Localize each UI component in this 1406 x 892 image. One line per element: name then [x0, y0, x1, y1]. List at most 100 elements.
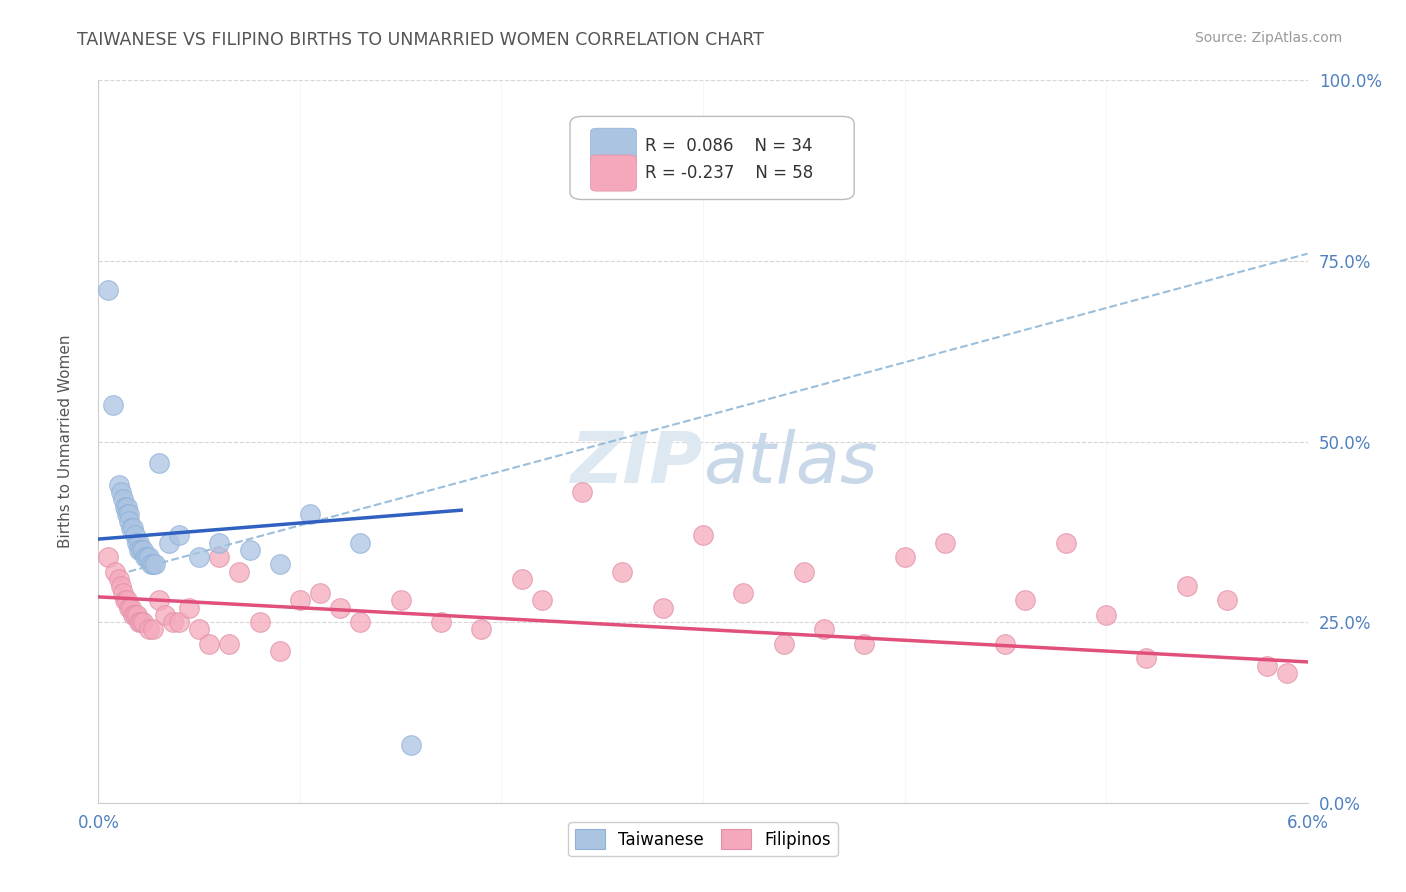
Point	[142, 558, 165, 572]
Point	[772, 637, 794, 651]
Point	[893, 550, 915, 565]
Point	[179, 600, 201, 615]
Point	[733, 586, 755, 600]
Point	[530, 593, 553, 607]
Point	[124, 528, 146, 542]
Point	[121, 521, 143, 535]
FancyBboxPatch shape	[591, 155, 637, 191]
Point	[813, 623, 835, 637]
Point	[107, 478, 129, 492]
Point	[167, 528, 190, 542]
Point	[138, 623, 160, 637]
Text: atlas: atlas	[703, 429, 877, 498]
Point	[103, 565, 125, 579]
Point	[1095, 607, 1118, 622]
Point	[118, 514, 141, 528]
Y-axis label: Births to Unmarried Women: Births to Unmarried Women	[59, 334, 73, 549]
Point	[349, 615, 371, 630]
Point	[399, 738, 422, 752]
Point	[110, 579, 132, 593]
Point	[129, 615, 152, 630]
Point	[114, 500, 136, 514]
Point	[1277, 665, 1299, 680]
Point	[118, 600, 141, 615]
FancyBboxPatch shape	[591, 128, 637, 164]
Point	[1175, 579, 1198, 593]
Point	[208, 535, 231, 549]
Point	[101, 398, 124, 412]
Point	[269, 558, 291, 572]
Point	[218, 637, 240, 651]
Point	[470, 623, 492, 637]
Point	[111, 586, 134, 600]
Point	[239, 542, 262, 557]
Point	[120, 600, 142, 615]
Point	[934, 535, 956, 549]
Point	[128, 542, 150, 557]
Point	[198, 637, 221, 651]
Point	[994, 637, 1017, 651]
Point	[430, 615, 453, 630]
Point	[121, 607, 143, 622]
Point	[128, 615, 150, 630]
Point	[249, 615, 271, 630]
Text: R =  0.086    N = 34: R = 0.086 N = 34	[645, 137, 813, 155]
Point	[157, 535, 180, 549]
Point	[97, 283, 120, 297]
Point	[510, 572, 533, 586]
Point	[299, 507, 322, 521]
Point	[612, 565, 634, 579]
Point	[1256, 658, 1278, 673]
Point	[115, 593, 138, 607]
Point	[107, 572, 129, 586]
Text: TAIWANESE VS FILIPINO BIRTHS TO UNMARRIED WOMEN CORRELATION CHART: TAIWANESE VS FILIPINO BIRTHS TO UNMARRIE…	[77, 31, 765, 49]
Point	[138, 550, 160, 565]
Point	[571, 485, 593, 500]
Point	[111, 492, 134, 507]
Legend: Taiwanese, Filipinos: Taiwanese, Filipinos	[568, 822, 838, 856]
Point	[132, 542, 155, 557]
Point	[129, 542, 152, 557]
Point	[188, 550, 211, 565]
Point	[115, 507, 138, 521]
Point	[793, 565, 815, 579]
Point	[134, 550, 156, 565]
Text: ZIP: ZIP	[571, 429, 703, 498]
Point	[309, 586, 332, 600]
Point	[128, 535, 150, 549]
Point	[692, 528, 714, 542]
Point	[1216, 593, 1239, 607]
Point	[349, 535, 371, 549]
Point	[139, 558, 162, 572]
Point	[135, 550, 157, 565]
Text: Source: ZipAtlas.com: Source: ZipAtlas.com	[1195, 31, 1343, 45]
Point	[143, 558, 166, 572]
Point	[651, 600, 673, 615]
Point	[188, 623, 211, 637]
Point	[853, 637, 876, 651]
Point	[389, 593, 412, 607]
Point	[329, 600, 352, 615]
Point	[167, 615, 190, 630]
Point	[1014, 593, 1036, 607]
Point	[124, 607, 146, 622]
Point	[162, 615, 184, 630]
Point	[97, 550, 120, 565]
Point	[115, 500, 138, 514]
Point	[228, 565, 250, 579]
Point	[1135, 651, 1157, 665]
Point	[118, 507, 141, 521]
Point	[153, 607, 176, 622]
FancyBboxPatch shape	[569, 117, 855, 200]
Point	[125, 607, 148, 622]
Point	[148, 593, 170, 607]
Point	[269, 644, 291, 658]
Point	[208, 550, 231, 565]
Point	[125, 535, 148, 549]
Point	[148, 456, 170, 470]
Point	[114, 593, 136, 607]
Point	[120, 521, 142, 535]
Point	[1054, 535, 1077, 549]
Point	[288, 593, 311, 607]
Point	[142, 623, 165, 637]
